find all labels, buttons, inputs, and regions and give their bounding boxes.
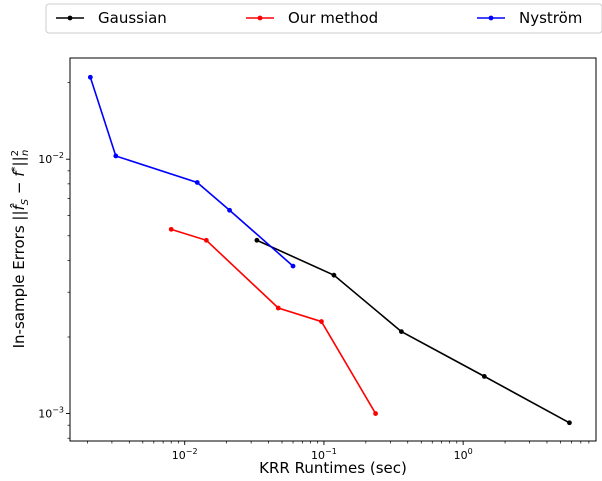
- legend: Gaussian Our method Nyström: [45, 3, 602, 34]
- x-tick-label: 100: [454, 447, 473, 462]
- data-point: [113, 153, 119, 159]
- series-our-method: [168, 226, 378, 416]
- data-point: [290, 263, 296, 269]
- data-point: [319, 319, 324, 324]
- legend-swatch-marker: [67, 15, 73, 21]
- data-point: [168, 226, 174, 232]
- series-nystr-m: [87, 74, 296, 269]
- legend-label: Gaussian: [98, 9, 167, 27]
- x-tick-label: 10−1: [311, 447, 337, 462]
- legend-label: Nyström: [519, 9, 582, 27]
- legend-frame: [45, 3, 602, 34]
- data-point: [194, 180, 200, 185]
- x-tick-label: 10−2: [172, 447, 198, 462]
- series-layer: [87, 74, 572, 426]
- legend-label: Our method: [288, 9, 378, 27]
- plot-area: [69, 57, 597, 442]
- data-point: [481, 373, 487, 379]
- legend-item: Our method: [246, 9, 378, 27]
- legend-item: Nyström: [477, 9, 582, 27]
- y-tick-label: 10−2: [38, 151, 64, 166]
- legend-swatch-marker: [257, 15, 263, 21]
- data-point: [87, 74, 93, 80]
- data-point: [567, 420, 572, 426]
- y-axis-label: In-sample Errors ||f̂S − f*||2n: [9, 150, 31, 349]
- data-point: [275, 305, 281, 311]
- data-point: [203, 237, 209, 243]
- data-point: [398, 329, 404, 335]
- y-tick-label: 10−3: [38, 406, 64, 421]
- data-point: [331, 272, 337, 278]
- series-gaussian: [254, 237, 572, 426]
- data-point: [373, 411, 378, 416]
- data-point: [227, 207, 232, 213]
- legend-swatch-marker: [488, 15, 494, 21]
- data-point: [254, 237, 260, 243]
- legend-item: Gaussian: [56, 9, 167, 27]
- x-axis-label: KRR Runtimes (sec): [259, 459, 407, 477]
- axis-ticks: 10−2 10−1 100 10−3 10−2: [38, 82, 590, 462]
